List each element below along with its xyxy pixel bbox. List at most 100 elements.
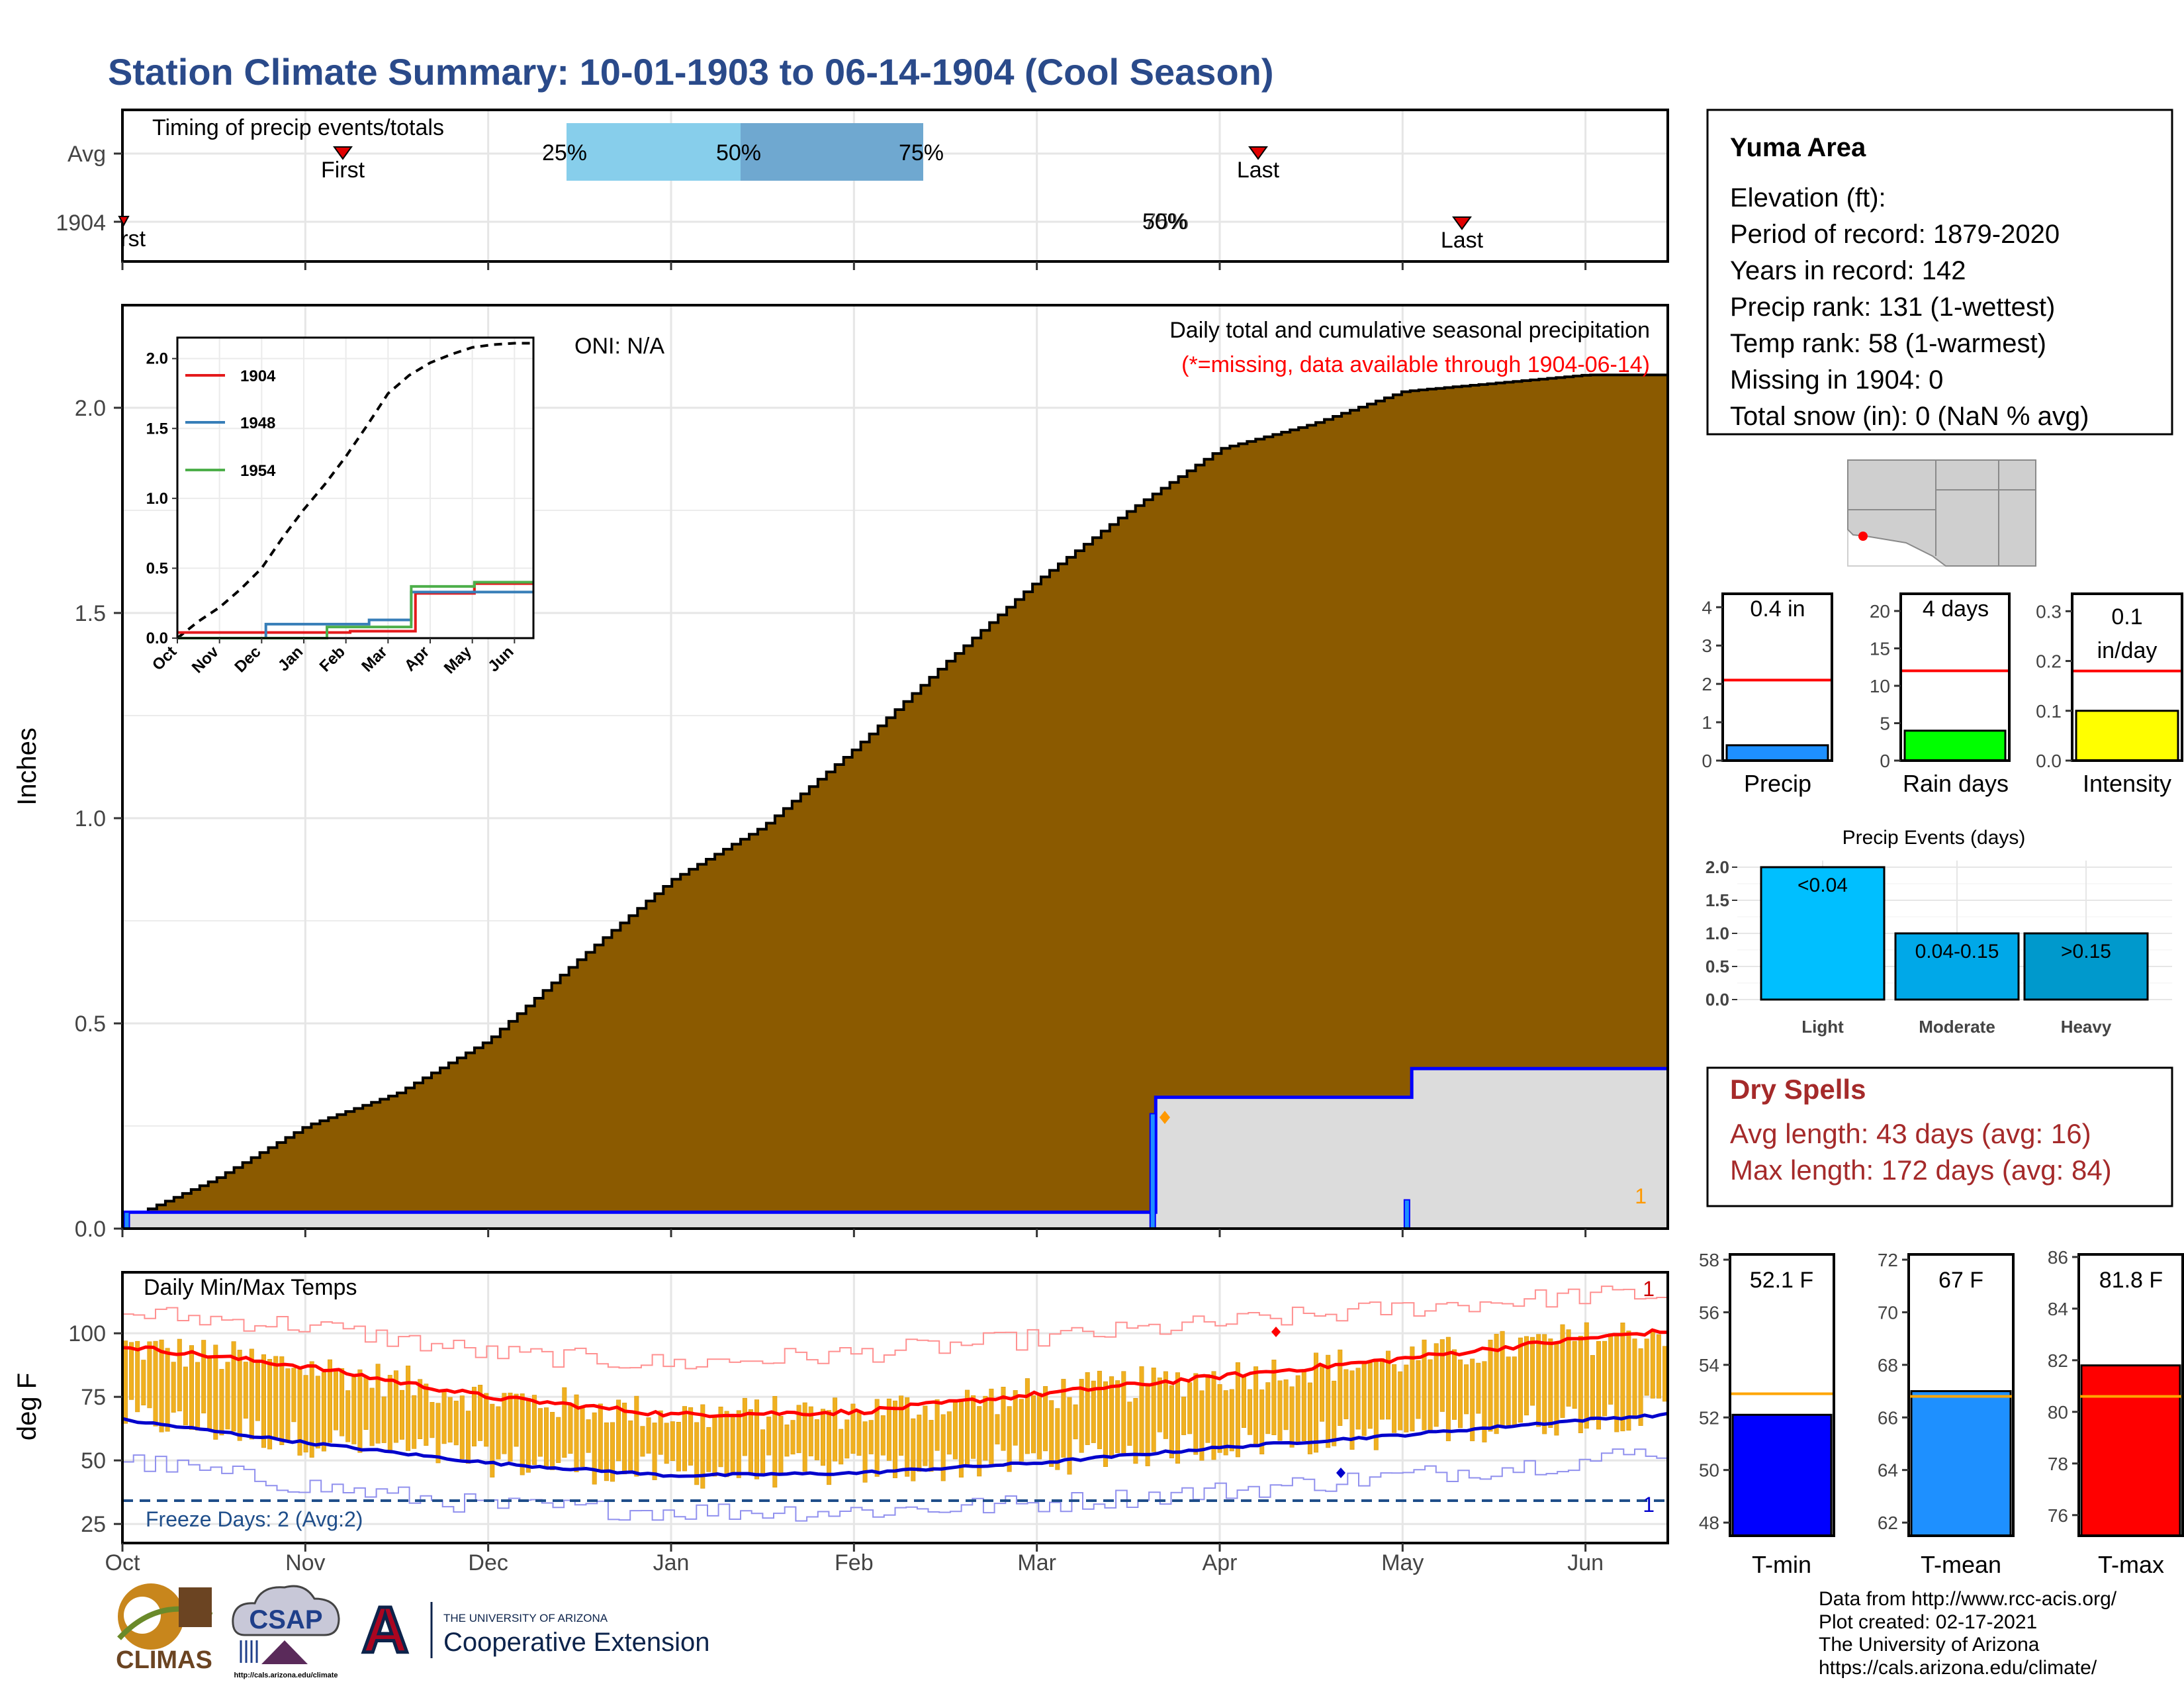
daily-temp-bar [1572, 1340, 1577, 1409]
daily-precip-bar [1403, 1199, 1410, 1229]
mini-frame [1721, 592, 1833, 762]
daily-temp-bar [658, 1410, 663, 1455]
record-high-diamond [1271, 1327, 1281, 1337]
mini-intensity-value: 0.1 [2111, 604, 2142, 630]
q50-label: 50% [716, 140, 761, 165]
daily-temp-bar [1133, 1398, 1138, 1464]
daily-temp-bar [1181, 1396, 1187, 1435]
tmini-ytick-label: 48 [1699, 1513, 1719, 1533]
daily-temp-bar [622, 1403, 627, 1475]
events-ytick-label: 1.5 [1706, 890, 1729, 910]
daily-temp-bar [441, 1391, 447, 1444]
daily-temp-bar [856, 1410, 862, 1456]
daily-temp-bar [1085, 1372, 1090, 1445]
daily-temp-bar [1205, 1374, 1210, 1443]
daily-temp-bar [730, 1416, 735, 1474]
daily-temp-bar [1512, 1356, 1517, 1427]
daily-temp-bar [502, 1393, 507, 1454]
daily-temp-bar [321, 1372, 326, 1452]
daily-temp-bar [1518, 1337, 1523, 1423]
daily-temp-bar [784, 1425, 790, 1457]
tmax-label: T-max [2098, 1551, 2164, 1578]
oni-label: ONI: N/A [574, 334, 664, 359]
mini-frame [2071, 592, 2183, 762]
month-label: Dec [468, 1550, 508, 1575]
daily-temp-bar [1620, 1323, 1625, 1432]
mini-value-bar [1725, 744, 1829, 762]
tmini-ytick-label: 82 [2048, 1350, 2068, 1371]
daily-temp-bar [1289, 1386, 1295, 1448]
q75-label: 75% [899, 140, 944, 165]
daily-temp-bar [862, 1421, 868, 1483]
daily-temp-bar [1013, 1390, 1018, 1446]
dry-spells-max: Max length: 172 days (avg: 84) [1730, 1154, 2112, 1186]
daily-temp-bar [1127, 1401, 1132, 1446]
station-location-dot [1858, 532, 1868, 541]
daily-temp-bar [550, 1412, 555, 1470]
avg-marker-diamond [1160, 1111, 1170, 1124]
daily-temp-bar [1542, 1334, 1547, 1434]
daily-temp-bar [1187, 1382, 1193, 1434]
daily-precip-bar [123, 1211, 130, 1229]
daily-temp-bar [1079, 1379, 1084, 1453]
daily-temp-bar [1151, 1368, 1156, 1452]
precip-chart-subtitle: (*=missing, data available through 1904-… [1181, 352, 1650, 377]
daily-temp-bar [1584, 1322, 1589, 1429]
daily-temp-bar [1103, 1381, 1109, 1468]
daily-temp-bar [1326, 1354, 1331, 1448]
daily-temp-bar [267, 1359, 273, 1450]
daily-temp-bar [1548, 1338, 1553, 1429]
mini-ytick-label: 0 [1702, 751, 1712, 771]
daily-temp-bar [821, 1409, 826, 1466]
daily-temp-bar [556, 1417, 561, 1463]
daily-temp-bar [1115, 1380, 1120, 1453]
station-period: Period of record: 1879-2020 [1730, 220, 2060, 249]
daily-temp-bar [369, 1387, 375, 1446]
daily-temp-bar [1410, 1346, 1415, 1432]
timing-row-1904: 1904 [56, 211, 106, 236]
1904-quartiles-overlap: 50% [1142, 209, 1187, 234]
daily-temp-bar [327, 1359, 332, 1443]
daily-temp-bar [880, 1415, 886, 1456]
daily-temp-bar [1175, 1372, 1181, 1464]
event-bar-heavy [2023, 932, 2149, 1001]
daily-temp-bar [772, 1396, 778, 1488]
csap-stripes [240, 1640, 258, 1663]
tmini-ytick-label: 68 [1878, 1355, 1898, 1376]
daily-temp-bar [424, 1383, 429, 1446]
daily-temp-bar [1404, 1364, 1409, 1432]
tmini-ytick-label: 58 [1699, 1250, 1719, 1270]
daily-temp-bar [1259, 1389, 1265, 1454]
daily-temp-bar [255, 1359, 260, 1421]
daily-temp-bar [1632, 1338, 1637, 1419]
temp-ytick-label: 25 [81, 1512, 106, 1537]
daily-temp-bar [285, 1368, 291, 1441]
daily-temp-bar [952, 1402, 958, 1460]
daily-temp-bar [718, 1407, 723, 1468]
record-low-diamond [1336, 1468, 1345, 1478]
events-ytick-label: 1.0 [1706, 923, 1729, 943]
daily-temp-bar [905, 1397, 910, 1477]
daily-temp-bar [844, 1419, 850, 1459]
temp-ytick-label: 50 [81, 1448, 106, 1474]
timing-panel-frame [121, 109, 1669, 263]
daily-temp-bar [736, 1410, 741, 1478]
mini-value-bar [1903, 729, 2007, 762]
daily-temp-bar [459, 1395, 465, 1460]
record-high-line [122, 1286, 1668, 1370]
daily-temp-bar [225, 1362, 230, 1430]
station-years: Years in record: 142 [1730, 256, 1966, 285]
daily-temp-bar [333, 1370, 338, 1430]
average-precip-line [122, 1066, 1668, 1214]
daily-temp-bar [213, 1344, 218, 1440]
daily-temp-bar [1476, 1362, 1481, 1414]
daily-temp-bar [778, 1416, 784, 1476]
ua-cooperative-extension: Cooperative Extension [443, 1628, 709, 1657]
daily-temp-bar [1157, 1378, 1162, 1432]
timing-panel: Timing of precip events/totals Avg 1904 … [56, 109, 1669, 263]
event-bar-label: >0.15 [2061, 941, 2111, 962]
state-region [1847, 459, 2036, 567]
daily-temp-bar [345, 1390, 351, 1442]
daily-temp-bar [682, 1406, 688, 1472]
